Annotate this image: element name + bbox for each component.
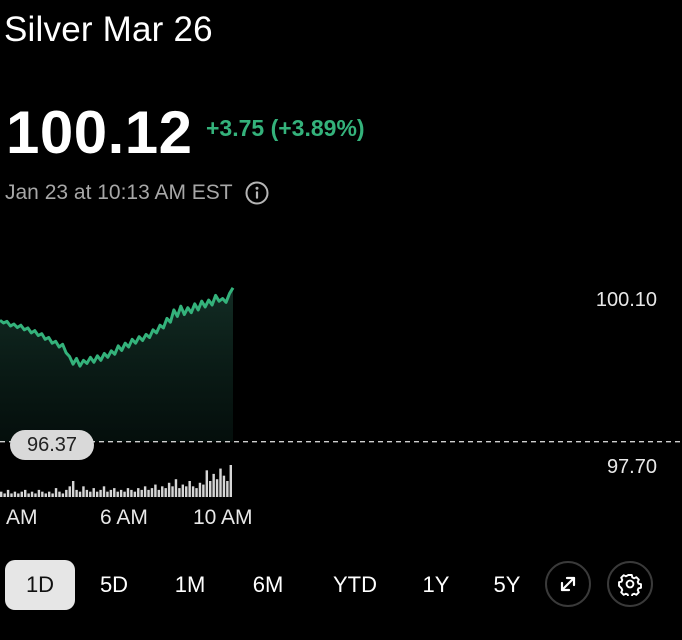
volume-bar xyxy=(95,491,99,497)
volume-bar xyxy=(226,481,229,497)
range-ytd-button[interactable]: YTD xyxy=(320,560,390,610)
volume-bar xyxy=(6,489,10,497)
volume-bar xyxy=(123,491,126,497)
volume-bar xyxy=(209,481,212,497)
volume-bar xyxy=(30,491,34,497)
quote-timestamp: Jan 23 at 10:13 AM EST xyxy=(5,181,233,204)
price-chart[interactable] xyxy=(0,0,682,500)
volume-bar xyxy=(154,484,157,497)
volume-bar xyxy=(37,489,41,497)
volume-bar xyxy=(20,491,23,497)
last-price: 100.12 xyxy=(6,99,193,166)
volume-bar xyxy=(99,489,102,497)
volume-bar xyxy=(3,493,6,497)
volume-bar xyxy=(85,489,89,497)
volume-bar xyxy=(181,484,185,497)
price-area-fill xyxy=(0,287,233,442)
volume-bar xyxy=(150,488,154,497)
volume-bar xyxy=(75,489,78,497)
range-1d-button[interactable]: 1D xyxy=(5,560,75,610)
info-circle-icon[interactable] xyxy=(245,181,269,205)
volume-bar xyxy=(10,493,13,497)
volume-bars xyxy=(0,465,232,497)
x-axis-label-6am: 6 AM xyxy=(100,506,148,529)
expand-chart-button[interactable] xyxy=(545,561,591,607)
volume-bar xyxy=(23,489,27,497)
volume-bar xyxy=(161,486,164,497)
volume-bar xyxy=(191,486,195,497)
chart-settings-button[interactable] xyxy=(607,561,653,607)
volume-bar xyxy=(202,484,205,497)
gear-icon xyxy=(618,574,642,596)
x-axis-label-10am: 10 AM xyxy=(193,506,253,529)
range-5y-button[interactable]: 5Y xyxy=(479,560,535,610)
volume-bar xyxy=(133,491,137,497)
range-1y-button[interactable]: 1Y xyxy=(408,560,464,610)
volume-bar xyxy=(171,486,174,497)
volume-bar xyxy=(137,488,140,497)
volume-bar xyxy=(205,470,209,497)
volume-bar xyxy=(119,489,123,497)
volume-bar xyxy=(47,491,51,497)
range-6m-button[interactable]: 6M xyxy=(237,560,299,610)
volume-bar xyxy=(147,489,150,497)
volume-bar xyxy=(143,486,147,497)
volume-bar xyxy=(92,488,95,497)
y-axis-label-bottom: 97.70 xyxy=(606,456,657,478)
volume-bar xyxy=(61,493,65,497)
y-axis-label-top: 100.10 xyxy=(595,289,657,311)
volume-bar xyxy=(41,491,44,497)
volume-bar xyxy=(78,491,82,497)
volume-bar xyxy=(34,493,37,497)
expand-arrows-icon xyxy=(560,576,576,592)
volume-bar xyxy=(130,489,133,497)
volume-bar xyxy=(58,491,61,497)
volume-bar xyxy=(54,488,58,497)
volume-bar xyxy=(44,493,47,497)
range-selector: 1D 5D 1M 6M YTD 1Y 5Y xyxy=(0,560,682,610)
volume-bar xyxy=(109,489,113,497)
volume-bar xyxy=(222,475,226,497)
range-5d-button[interactable]: 5D xyxy=(84,560,144,610)
volume-bar xyxy=(0,491,3,497)
x-axis-label-am: AM xyxy=(6,506,38,529)
volume-bar xyxy=(215,479,219,497)
volume-bar xyxy=(140,489,143,497)
range-1m-button[interactable]: 1M xyxy=(159,560,221,610)
volume-bar xyxy=(65,489,68,497)
volume-bar xyxy=(106,491,109,497)
volume-bar xyxy=(116,491,119,497)
volume-bar xyxy=(71,481,75,497)
volume-bar xyxy=(167,482,171,497)
price-line xyxy=(0,287,235,368)
volume-bar xyxy=(178,488,181,497)
volume-bar xyxy=(174,479,178,497)
volume-bar xyxy=(17,493,20,497)
volume-bar xyxy=(51,493,54,497)
volume-bar xyxy=(89,491,92,497)
volume-bar xyxy=(68,486,71,497)
price-change: +3.75 (+3.89%) xyxy=(206,115,365,141)
volume-bar xyxy=(164,488,167,497)
volume-bar xyxy=(188,481,191,497)
timestamp-row: Jan 23 at 10:13 AM EST xyxy=(5,181,269,205)
volume-bar xyxy=(195,488,198,497)
volume-bar xyxy=(157,489,161,497)
instrument-title: Silver Mar 26 xyxy=(4,10,213,49)
volume-bar xyxy=(219,468,222,497)
volume-bar xyxy=(82,486,85,497)
volume-bar xyxy=(102,486,106,497)
volume-bar xyxy=(212,473,215,497)
volume-bar xyxy=(229,465,232,497)
volume-bar xyxy=(113,488,116,497)
volume-bar xyxy=(13,491,17,497)
reference-price-badge: 96.37 xyxy=(10,430,94,460)
volume-bar xyxy=(126,488,130,497)
volume-bar xyxy=(185,486,188,497)
volume-bar xyxy=(198,482,202,497)
volume-bar xyxy=(27,493,30,497)
